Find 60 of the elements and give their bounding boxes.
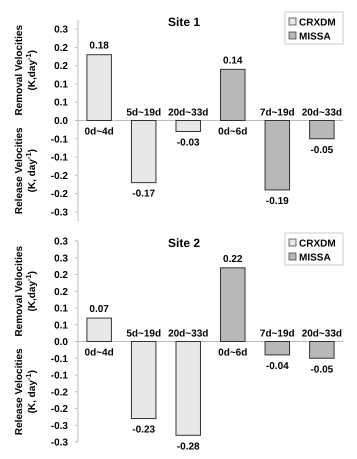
x-tick-label: 0d~6d (218, 126, 248, 138)
data-label: 0.14 (223, 55, 243, 66)
x-tick-label: 7d~19d (260, 108, 295, 118)
y-tick-label: 0.1 (54, 304, 68, 314)
y-tick-label: 0.1 (54, 79, 68, 90)
x-tick-label: 0d~4d (84, 348, 114, 358)
x-tick-label: 5d~19d (126, 328, 162, 340)
bar (130, 341, 156, 420)
y-tick-label: -0.2 (50, 170, 68, 182)
data-label: -0.19 (266, 196, 290, 207)
y-tick-label: 0.2 (54, 42, 68, 54)
x-tick-label: 20d~33d (168, 328, 208, 340)
data-label: -0.05 (310, 364, 334, 376)
bar (86, 318, 112, 342)
y-tick-label: -0.1 (50, 134, 68, 146)
data-label: 0.07 (89, 304, 110, 316)
bar (175, 341, 201, 436)
y-tick-label: 0.3 (54, 236, 68, 248)
legend-label: CRXDM (299, 18, 336, 28)
chart-title: Site 2 (168, 236, 200, 250)
bar (130, 120, 156, 184)
bar (175, 120, 201, 132)
y-tick-label: 0.3 (54, 253, 68, 264)
data-label: -0.17 (132, 188, 156, 200)
legend-label: CRXDM (299, 238, 336, 250)
x-tick-label: 20d~33d (168, 108, 208, 118)
data-label: 0.22 (223, 254, 243, 265)
x-tick-label: 7d~19d (260, 328, 295, 340)
x-tick-label: 0d~6d (218, 348, 248, 358)
data-label: 0.18 (89, 40, 110, 52)
y-tick-label: 0.0 (54, 337, 68, 348)
y-tick-label: -0.1 (50, 354, 68, 365)
chart-title: Site 1 (168, 15, 200, 29)
data-label: -0.05 (310, 144, 334, 156)
data-label: -0.03 (176, 137, 200, 148)
legend-label: MISSA (299, 252, 331, 264)
x-tick-label: 20d~33d (302, 108, 342, 118)
y-tick-label: -0.2 (50, 387, 68, 398)
x-tick-label: 0d~4d (84, 126, 114, 138)
y-tick-label: -0.2 (50, 189, 68, 200)
y-tick-label: 0.2 (54, 286, 68, 298)
y-tick-label: -0.3 (50, 420, 68, 432)
y-tick-label: 0.3 (54, 24, 68, 36)
y-tick-label: -0.1 (50, 152, 68, 164)
y-tick-label: 0.1 (54, 98, 68, 109)
y-tick-label: -0.2 (50, 404, 68, 415)
bar (86, 54, 112, 121)
y-tick-label: 0.1 (54, 320, 68, 332)
y-tick-label: -0.3 (50, 207, 68, 218)
data-label: -0.23 (132, 424, 156, 436)
y-tick-label: 0.2 (54, 61, 68, 72)
y-tick-label: 0.2 (54, 270, 68, 281)
data-label: -0.04 (266, 360, 290, 372)
y-tick-label: 0.0 (54, 116, 68, 127)
y-tick-label: -0.3 (50, 438, 68, 448)
y-tick-label: -0.1 (50, 370, 68, 382)
data-label: -0.28 (176, 441, 200, 452)
x-tick-label: 5d~19d (126, 108, 162, 118)
x-tick-label: 20d~33d (302, 328, 342, 340)
legend-label: MISSA (299, 32, 331, 42)
